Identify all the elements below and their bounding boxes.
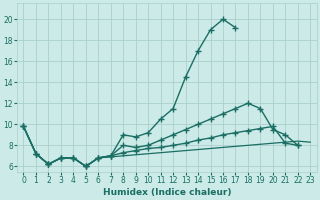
X-axis label: Humidex (Indice chaleur): Humidex (Indice chaleur) — [103, 188, 231, 197]
